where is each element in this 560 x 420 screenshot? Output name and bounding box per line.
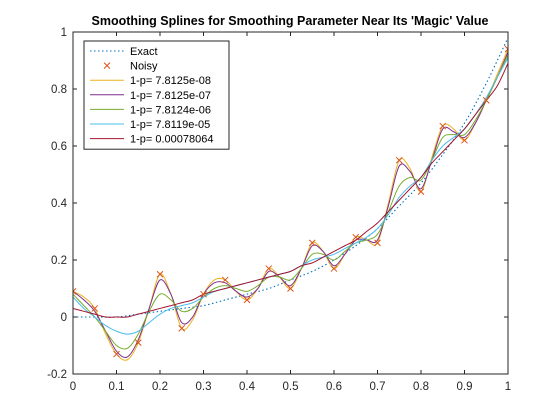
legend-marker-noisy xyxy=(103,62,111,69)
x-tick-label: 0.1 xyxy=(109,381,125,393)
x-tick-label: 0.5 xyxy=(283,381,299,393)
legend: Exact Noisy 1-p= 7.8125e-08 1-p= 7.8125e-07… xyxy=(83,40,230,150)
legend-label-1: Exact xyxy=(130,46,158,58)
noisy-point xyxy=(461,136,468,144)
noisy-point xyxy=(395,156,403,164)
legend-label-2: Noisy xyxy=(130,61,158,73)
x-tick-label: 1 xyxy=(505,381,511,393)
noisy-point xyxy=(243,296,251,304)
legend-label-3: 1-p= 7.8125e-08 xyxy=(130,75,211,87)
x-tick-label: 0.6 xyxy=(326,381,342,393)
noisy-point xyxy=(330,265,338,272)
x-tick-label: 0.4 xyxy=(239,381,256,393)
noisy-point xyxy=(156,270,164,278)
noisy-point xyxy=(178,325,186,332)
noisy-point xyxy=(504,45,508,53)
chart-title: Smoothing Splines for Smoothing Paramete… xyxy=(92,14,489,28)
noisy-point xyxy=(73,287,77,295)
legend-label-7: 1-p= 0.00078064 xyxy=(130,134,214,146)
noisy-point xyxy=(287,285,294,292)
y-tick-label: 0.4 xyxy=(51,198,68,210)
y-tick-label: 0.6 xyxy=(51,141,67,153)
series-line-6 xyxy=(73,63,508,318)
noisy-point xyxy=(221,276,229,284)
noisy-point xyxy=(134,339,142,347)
noisy-point xyxy=(352,233,360,241)
x-tick-label: 0 xyxy=(70,381,76,393)
y-tick-label: -0.2 xyxy=(47,369,67,381)
plot-area xyxy=(73,37,508,361)
noisy-point xyxy=(113,350,120,358)
noisy-point xyxy=(439,122,447,130)
noisy-point xyxy=(91,305,99,312)
x-tick-label: 0.8 xyxy=(413,381,429,393)
y-tick-label: 0 xyxy=(61,312,67,324)
y-tick-label: 0.8 xyxy=(51,84,67,96)
y-tick-label: 0.2 xyxy=(51,255,67,267)
noisy-point xyxy=(417,188,425,195)
y-tick-label: 1 xyxy=(61,27,67,39)
x-tick-label: 0.7 xyxy=(370,381,386,393)
x-tick-label: 0.3 xyxy=(196,381,212,393)
series-line-4 xyxy=(73,54,508,350)
axes: 0 0.1 0.2 0.3 0.4 0.5 0.6 0.7 0.8 0.9 1-0.200.20.4… xyxy=(47,27,511,393)
noisy-point xyxy=(265,265,273,272)
data-layer xyxy=(73,37,508,361)
noisy-point xyxy=(482,97,490,104)
noisy-point xyxy=(308,239,316,247)
noisy-point xyxy=(200,290,207,298)
noisy-point xyxy=(374,239,381,247)
x-tick-label: 0.2 xyxy=(152,381,168,393)
legend-label-6: 1-p= 7.8119e-05 xyxy=(130,119,210,131)
legend-label-5: 1-p= 7.8124e-06 xyxy=(130,104,211,116)
legend-label-4: 1-p= 7.8125e-07 xyxy=(130,90,211,102)
x-tick-label: 0.9 xyxy=(457,381,473,393)
